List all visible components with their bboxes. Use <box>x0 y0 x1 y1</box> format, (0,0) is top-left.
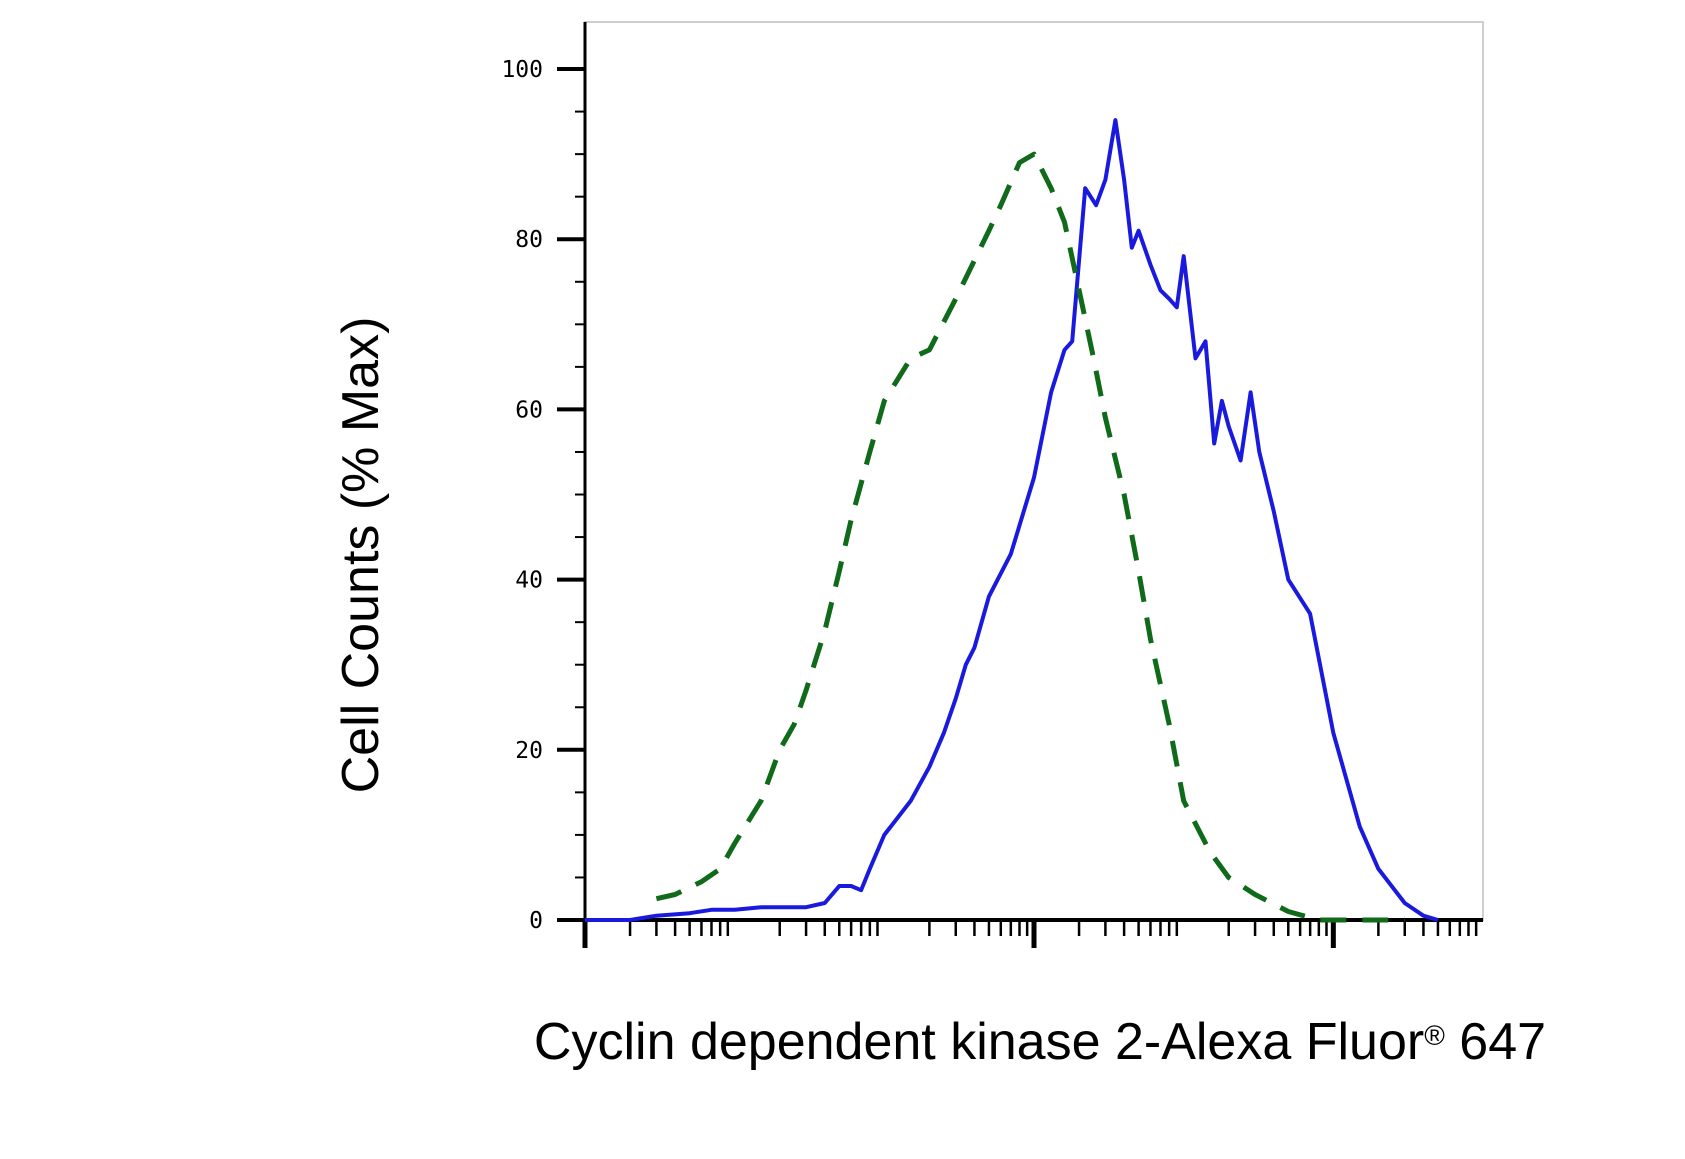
y-tick-label: 100 <box>501 57 543 83</box>
x-axis-title: Cyclin dependent kinase 2-Alexa Fluor® 6… <box>534 1013 1546 1071</box>
series-line-dashed <box>655 151 1405 923</box>
x-axis-title-end: 647 <box>1445 1013 1546 1071</box>
x-axis-title-main: Cyclin dependent kinase 2-Alexa Fluor <box>534 1013 1424 1071</box>
x-axis-title-superscript: ® <box>1424 1020 1445 1051</box>
y-tick-label: 80 <box>515 227 543 253</box>
y-tick-label: 40 <box>515 568 543 594</box>
series-line-solid <box>585 118 1439 922</box>
y-axis-ticks: 0 20 40 60 80 100 <box>501 57 585 934</box>
y-axis-title: Cell Counts (% Max) <box>332 317 390 794</box>
series-layer <box>585 118 1439 923</box>
x-axis-ticks <box>582 920 1478 948</box>
y-tick-label: 0 <box>529 908 543 934</box>
y-tick-label: 20 <box>515 738 543 764</box>
y-tick-label: 60 <box>515 397 543 423</box>
